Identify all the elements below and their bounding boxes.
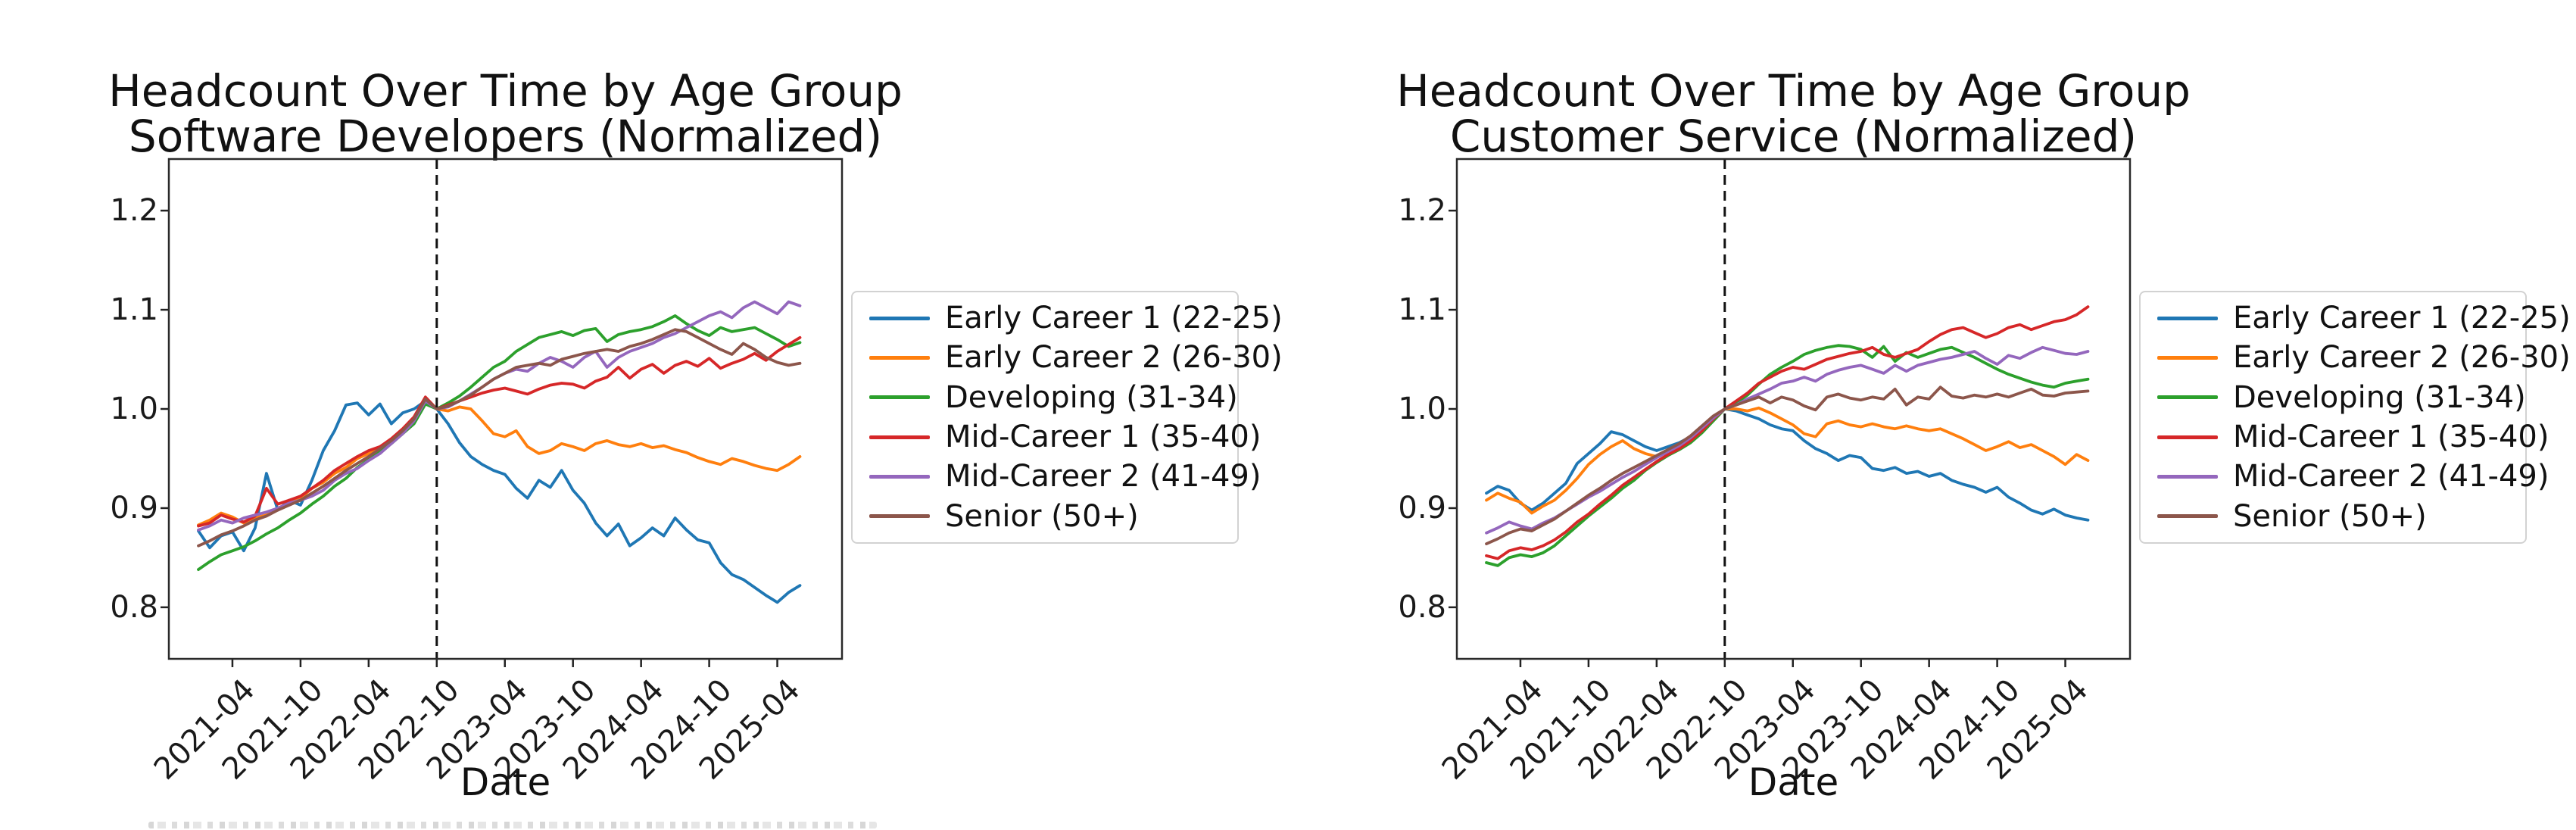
legend-line-sample: [869, 474, 930, 479]
chart-title: Headcount Over Time by Age Group Software…: [0, 68, 1011, 160]
legend-line-sample: [2157, 435, 2218, 439]
legend-item: Mid-Career 2 (41-49): [853, 461, 1261, 491]
legend-label: Senior (50+): [945, 498, 1139, 534]
y-tick-label: 1.2: [110, 193, 158, 229]
legend-item: Mid-Career 1 (35-40): [2141, 422, 2549, 452]
plot-area: [161, 158, 844, 667]
series-line-early-career-2-26-30-: [197, 398, 802, 527]
plot-frame: [1455, 158, 2132, 660]
legend-label: Mid-Career 1 (35-40): [2233, 420, 2549, 455]
y-tick-label: 0.8: [110, 589, 158, 625]
legend-label: Mid-Career 2 (41-49): [945, 459, 1261, 495]
legend-label: Early Career 2 (26-30): [945, 340, 1283, 376]
legend-item: Senior (50+): [2141, 501, 2525, 532]
legend-line-sample: [2157, 395, 2218, 400]
legend: Early Career 1 (22-25) Early Career 2 (26…: [851, 291, 1283, 544]
series-line-senior-50-: [1485, 385, 2090, 545]
legend-label: Early Career 1 (22-25): [945, 301, 1283, 336]
legend-line-sample: [869, 355, 930, 360]
chart-title-line2: Software Developers (Normalized): [128, 111, 883, 163]
legend-item: Senior (50+): [853, 501, 1237, 532]
y-tick-label: 1.0: [110, 392, 158, 426]
legend-label: Developing (31-34): [945, 379, 1238, 415]
legend-label: Mid-Career 1 (35-40): [945, 420, 1261, 455]
figure-customer-service: Headcount Over Time by Age Group Customer…: [1288, 0, 2576, 830]
legend-line-sample: [869, 514, 930, 519]
cropped-text-artifact: [148, 822, 877, 828]
legend-label: Early Career 1 (22-25): [2233, 301, 2571, 336]
series-line-developing-31-34-: [1485, 344, 2090, 567]
legend-label: Mid-Career 2 (41-49): [2233, 459, 2549, 495]
legend-item: Mid-Career 2 (41-49): [2141, 461, 2549, 491]
legend-line-sample: [2157, 514, 2218, 519]
legend-line-sample: [2157, 355, 2218, 360]
chart-title: Headcount Over Time by Age Group Customer…: [1288, 68, 2299, 160]
legend-line-sample: [2157, 316, 2218, 320]
y-tick-label: 0.8: [1398, 589, 1446, 625]
legend-line-sample: [869, 316, 930, 320]
legend-item: Mid-Career 1 (35-40): [853, 422, 1261, 452]
legend-line-sample: [869, 395, 930, 400]
legend-item: Early Career 1 (22-25): [853, 303, 1283, 333]
legend-item: Developing (31-34): [853, 379, 1238, 415]
legend-item: Developing (31-34): [2141, 379, 2526, 415]
y-tick-label: 1.0: [1398, 392, 1446, 426]
y-tick-label: 1.1: [110, 292, 158, 328]
chart-title-line1: Headcount Over Time by Age Group: [108, 65, 903, 117]
series-line-senior-50-: [197, 328, 802, 548]
series-line-early-career-1-22-25-: [197, 399, 802, 604]
legend-label: Developing (31-34): [2233, 379, 2526, 415]
series-line-mid-career-1-35-40-: [1485, 305, 2090, 560]
y-tick-label: 1.2: [1398, 193, 1446, 229]
legend-label: Early Career 2 (26-30): [2233, 340, 2571, 376]
plot-frame: [167, 158, 844, 660]
series-line-mid-career-1-35-40-: [197, 335, 802, 528]
legend-label: Senior (50+): [2233, 498, 2427, 534]
legend-line-sample: [2157, 474, 2218, 479]
legend-item: Early Career 2 (26-30): [2141, 342, 2571, 373]
legend-item: Early Career 1 (22-25): [2141, 303, 2571, 333]
figure-software-developers: Headcount Over Time by Age Group Software…: [0, 68, 1283, 804]
series-line-developing-31-34-: [197, 314, 802, 571]
legend: Early Career 1 (22-25) Early Career 2 (26…: [2139, 291, 2571, 544]
legend-line-sample: [869, 435, 930, 439]
series-line-early-career-1-22-25-: [1485, 407, 2090, 522]
series-line-mid-career-2-41-49-: [1485, 345, 2090, 535]
y-tick-label: 0.9: [1398, 490, 1446, 526]
chart-title-line2: Customer Service (Normalized): [1449, 111, 2138, 163]
y-tick-label: 0.9: [110, 490, 158, 526]
legend-item: Early Career 2 (26-30): [853, 342, 1283, 373]
y-tick-label: 1.1: [1398, 292, 1446, 328]
x-axis-label: Date: [460, 760, 551, 804]
chart-title-line1: Headcount Over Time by Age Group: [1396, 65, 2191, 117]
series-line-early-career-2-26-30-: [1485, 406, 2090, 515]
plot-area: [1449, 158, 2132, 667]
x-axis-label: Date: [1748, 760, 1839, 804]
